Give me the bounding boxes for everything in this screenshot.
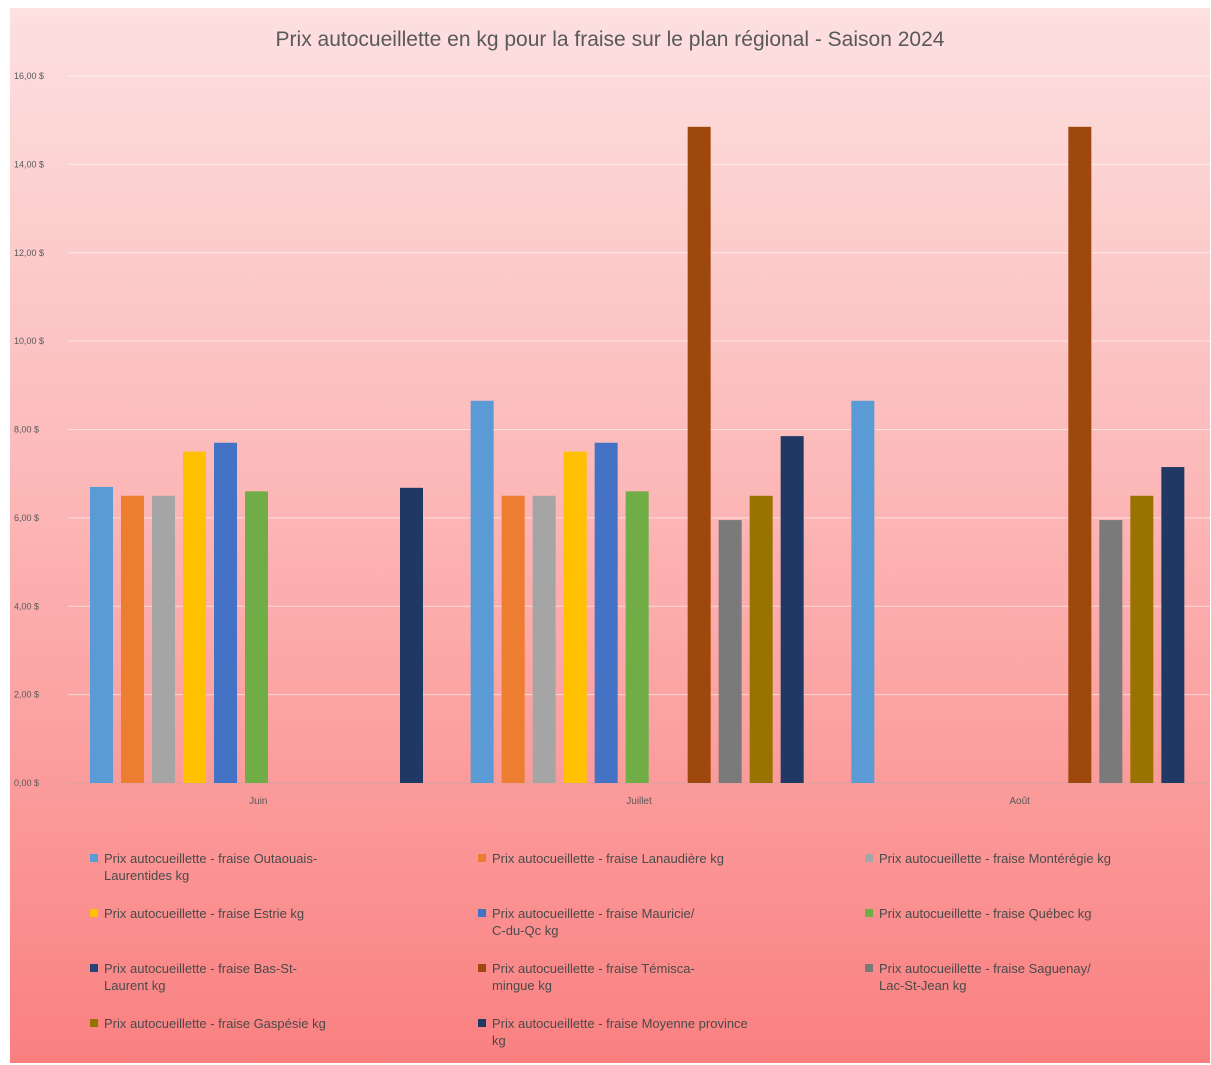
bar (1161, 467, 1185, 783)
legend-swatch (865, 854, 873, 862)
legend-swatch (478, 854, 486, 862)
bars (90, 126, 1185, 784)
bar (1068, 126, 1092, 784)
legend-label: Prix autocueillette - fraise Témisca-min… (492, 961, 695, 993)
x-category-label: Juillet (626, 796, 652, 807)
chart-plot: 0,00 $ 2,00 $ 4,00 $ 6,00 $ 8,00 $ 10,00 $ 12,… (14, 71, 1210, 807)
y-tick-label: 4,00 $ (14, 601, 39, 611)
bar (1130, 495, 1154, 783)
legend-swatch (90, 854, 98, 862)
x-category-label: Août (1009, 796, 1030, 807)
legend-swatch (90, 1019, 98, 1027)
bar (1099, 520, 1123, 783)
legend-item: Prix autocueillette - fraise Mauricie/C-… (478, 905, 848, 939)
legend-swatch (478, 1019, 486, 1027)
legend-label: Prix autocueillette - fraise Moyenne pro… (492, 1016, 748, 1048)
legend-item: Prix autocueillette - fraise Gaspésie kg (90, 1015, 460, 1032)
legend-swatch (865, 909, 873, 917)
legend-item: Prix autocueillette - fraise Lanaudière … (478, 850, 848, 867)
legend-item: Prix autocueillette - fraise Outaouais- L… (90, 850, 460, 884)
bar (687, 126, 711, 784)
legend-label: Prix autocueillette - fraise Outaouais- L… (104, 851, 318, 883)
bar (851, 400, 875, 783)
legend-item: Prix autocueillette - fraise Saguenay/La… (865, 960, 1210, 994)
legend-label: Prix autocueillette - fraise Montérégie … (879, 851, 1111, 866)
bar (183, 451, 206, 783)
y-axis-ticks: 0,00 $ 2,00 $ 4,00 $ 6,00 $ 8,00 $ 10,00 $ 12,… (14, 71, 44, 788)
bar (400, 487, 423, 783)
legend-label: Prix autocueillette - fraise Québec kg (879, 906, 1092, 921)
legend-label: Prix autocueillette - fraise Bas-St- Laur… (104, 961, 297, 993)
legend-swatch (865, 964, 873, 972)
y-tick-label: 14,00 $ (14, 159, 44, 169)
legend-label: Prix autocueillette - fraise Saguenay/La… (879, 961, 1091, 993)
y-tick-label: 2,00 $ (14, 690, 39, 700)
bar (121, 495, 144, 783)
legend-label: Prix autocueillette - fraise Mauricie/C-… (492, 906, 695, 938)
bar (501, 495, 525, 783)
bar (532, 495, 556, 783)
bar (470, 400, 494, 783)
legend-label: Prix autocueillette - fraise Gaspésie kg (104, 1016, 326, 1031)
legend-swatch (478, 909, 486, 917)
legend-item: Prix autocueillette - fraise Moyenne pro… (478, 1015, 848, 1049)
x-axis-categories: Juin Juillet Août (249, 796, 1030, 807)
y-tick-label: 6,00 $ (14, 513, 39, 523)
bar (594, 442, 618, 783)
legend-item: Prix autocueillette - fraise Estrie kg (90, 905, 460, 922)
bar (749, 495, 773, 783)
bar (90, 486, 113, 783)
bar (245, 491, 268, 783)
bar (152, 495, 175, 783)
y-tick-label: 8,00 $ (14, 425, 39, 435)
y-tick-label: 12,00 $ (14, 248, 44, 258)
x-category-label: Juin (249, 796, 267, 807)
bar (625, 491, 649, 783)
legend-item: Prix autocueillette - fraise Québec kg (865, 905, 1210, 922)
legend-item: Prix autocueillette - fraise Témisca-min… (478, 960, 848, 994)
legend-swatch (90, 909, 98, 917)
bar (780, 436, 804, 783)
chart-title: Prix autocueillette en kg pour la fraise… (275, 28, 945, 51)
y-tick-label: 10,00 $ (14, 336, 44, 346)
legend-label: Prix autocueillette - fraise Lanaudière … (492, 851, 724, 866)
bar (718, 520, 742, 783)
legend-item: Prix autocueillette - fraise Montérégie … (865, 850, 1210, 867)
y-tick-label: 16,00 $ (14, 71, 44, 81)
bar (563, 451, 587, 783)
legend-item: Prix autocueillette - fraise Bas-St- Laur… (90, 960, 460, 994)
y-tick-label: 0,00 $ (14, 778, 39, 788)
legend-swatch (478, 964, 486, 972)
legend-label: Prix autocueillette - fraise Estrie kg (104, 906, 305, 921)
chart-frame: 0,00 $ 2,00 $ 4,00 $ 6,00 $ 8,00 $ 10,00 $ 12,… (10, 8, 1210, 1063)
legend-swatch (90, 964, 98, 972)
bar (214, 442, 237, 783)
